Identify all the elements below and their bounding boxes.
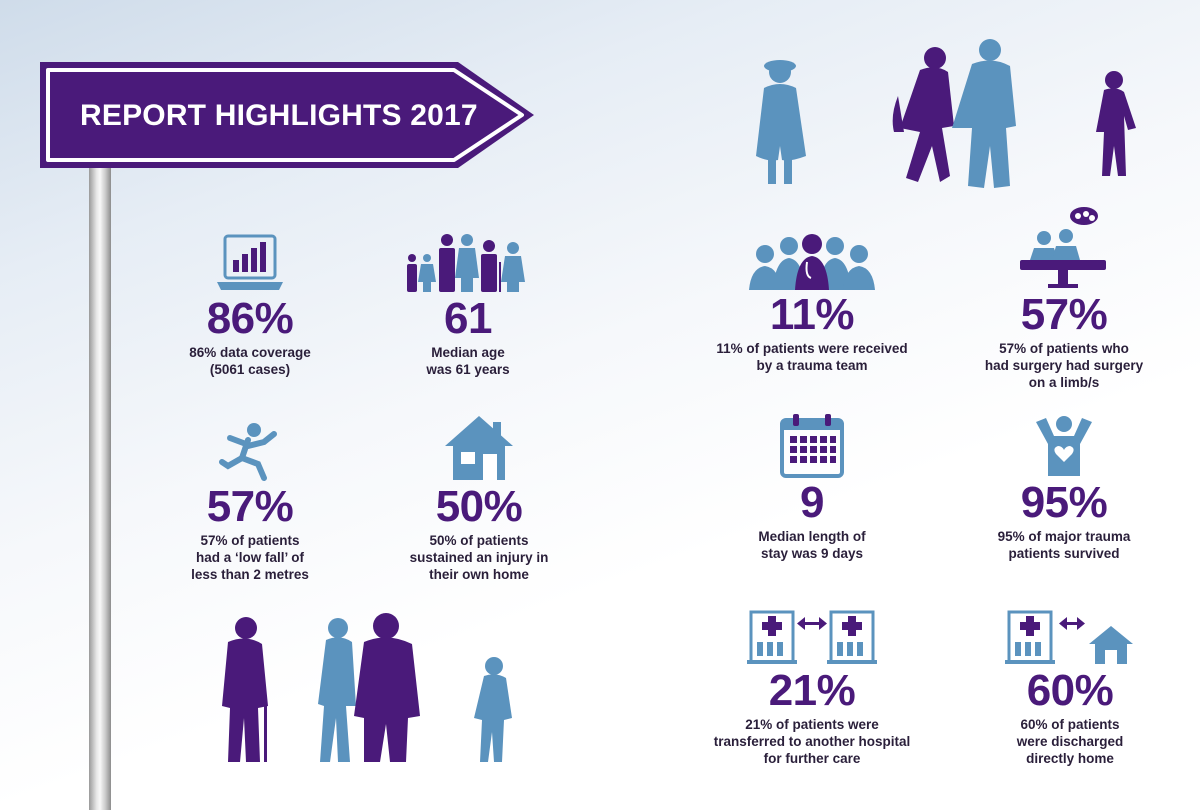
stat-value: 95% [1020, 478, 1108, 527]
surgery-icon [1020, 207, 1106, 288]
stat-home-injury: 50% 50% of patients sustained an injury … [349, 414, 609, 583]
stat-value: 57% [1020, 290, 1108, 339]
signpost-arrow [40, 62, 534, 168]
people-silhouettes-top [756, 39, 1136, 188]
stat-low-fall: 57% 57% of patients had a ‘low fall’ of … [120, 420, 380, 583]
stat-description: 11% of patients were received by a traum… [716, 341, 908, 373]
stat-description: 21% of patients were transferred to anot… [713, 717, 911, 766]
laptop-chart-icon [217, 234, 283, 290]
sign-pole [89, 160, 111, 810]
stat-description: 57% of patients had a ‘low fall’ of less… [191, 533, 309, 582]
stat-length-of-stay: 9 Median length of stay was 9 days [682, 412, 942, 562]
medical-team-icon [749, 234, 875, 290]
stat-description: Median length of stay was 9 days [758, 529, 866, 561]
stat-description: 57% of patients who had surgery had surg… [984, 341, 1144, 390]
stat-trauma-team: 11% 11% of patients were received by a t… [682, 232, 942, 374]
stat-description: 50% of patients sustained an injury in t… [409, 533, 549, 582]
report-title: REPORT HIGHLIGHTS 2017 [80, 99, 478, 132]
stat-description: 95% of major trauma patients survived [997, 529, 1131, 561]
stat-value: 21% [768, 666, 856, 715]
family-icon [407, 234, 525, 292]
stat-value: 61 [444, 294, 492, 343]
stat-value: 50% [435, 482, 523, 531]
stat-description: 86% data coverage (5061 cases) [189, 345, 311, 377]
house-icon [445, 416, 513, 480]
stat-age: 61 Median age was 61 years [338, 232, 598, 378]
stat-value: 60% [1026, 666, 1114, 715]
stat-value: 86% [206, 294, 294, 343]
calendar-icon [780, 414, 844, 478]
stat-value: 11% [769, 290, 855, 339]
stat-survived: 95% 95% of major trauma patients survive… [934, 414, 1194, 562]
stat-description: Median age was 61 years [426, 345, 510, 377]
stat-coverage: 86% 86% data coverage (5061 cases) [120, 232, 380, 378]
stat-value: 57% [206, 482, 294, 531]
survivor-heart-icon [1036, 416, 1092, 476]
falling-person-icon [219, 423, 277, 481]
people-silhouettes-bottom [222, 613, 512, 762]
stat-description: 60% of patients were discharged directly… [1016, 717, 1124, 766]
hospital-home-icon [1005, 610, 1133, 664]
stat-discharged: 60% 60% of patients were discharged dire… [940, 604, 1200, 767]
stat-surgery: 57% 57% of patients who had surgery had … [934, 204, 1194, 391]
hospital-transfer-icon [747, 610, 877, 664]
stat-value: 9 [800, 478, 824, 527]
stat-transferred: 21% 21% of patients were transferred to … [682, 604, 942, 767]
